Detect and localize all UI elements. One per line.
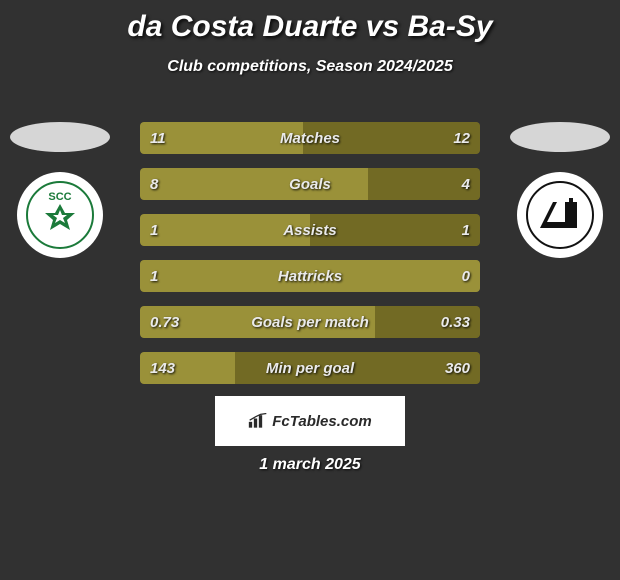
player-left-silhouette xyxy=(10,122,110,152)
club-logo-right-icon xyxy=(525,180,595,250)
stat-bar-left xyxy=(140,168,368,200)
player-right-silhouette xyxy=(510,122,610,152)
date-text: 1 march 2025 xyxy=(0,456,620,474)
stat-value-left: 8 xyxy=(150,176,158,193)
stat-label: Goals xyxy=(289,176,331,193)
player-right-column xyxy=(500,122,620,258)
stat-label: Goals per match xyxy=(251,314,369,331)
stat-label: Hattricks xyxy=(278,268,342,285)
svg-text:SCC: SCC xyxy=(48,191,71,203)
stat-row: 1 1 Assists xyxy=(140,214,480,246)
club-badge-right xyxy=(517,172,603,258)
stat-row: 1 0 Hattricks xyxy=(140,260,480,292)
club-badge-left: SCC xyxy=(17,172,103,258)
stat-row: 11 12 Matches xyxy=(140,122,480,154)
chart-icon xyxy=(248,413,268,429)
player-left-column: SCC xyxy=(0,122,120,258)
stat-value-left: 11 xyxy=(150,130,166,147)
stat-value-left: 1 xyxy=(150,222,158,239)
attribution-badge: FcTables.com xyxy=(215,396,405,446)
stat-label: Min per goal xyxy=(266,360,354,377)
stat-value-left: 0.73 xyxy=(150,314,179,331)
stats-table: 1112Matches84Goals11Assists10Hattricks0.… xyxy=(140,122,480,398)
stat-value-left: 1 xyxy=(150,268,158,285)
stat-value-right: 1 xyxy=(462,222,470,239)
stat-value-right: 360 xyxy=(445,360,470,377)
stat-row: 8 4 Goals xyxy=(140,168,480,200)
subtitle: Club competitions, Season 2024/2025 xyxy=(0,58,620,76)
stat-row: 143 360 Min per goal xyxy=(140,352,480,384)
stat-label: Assists xyxy=(283,222,336,239)
stat-value-right: 4 xyxy=(462,176,470,193)
club-logo-left-icon: SCC xyxy=(25,180,95,250)
stat-row: 0.73 0.33 Goals per match xyxy=(140,306,480,338)
stat-value-left: 143 xyxy=(150,360,175,377)
stat-value-right: 0 xyxy=(462,268,470,285)
page-title: da Costa Duarte vs Ba-Sy xyxy=(0,0,620,44)
stat-value-right: 0.33 xyxy=(441,314,470,331)
stat-label: Matches xyxy=(280,130,340,147)
stat-value-right: 12 xyxy=(453,130,470,147)
attribution-text: FcTables.com xyxy=(272,413,371,430)
